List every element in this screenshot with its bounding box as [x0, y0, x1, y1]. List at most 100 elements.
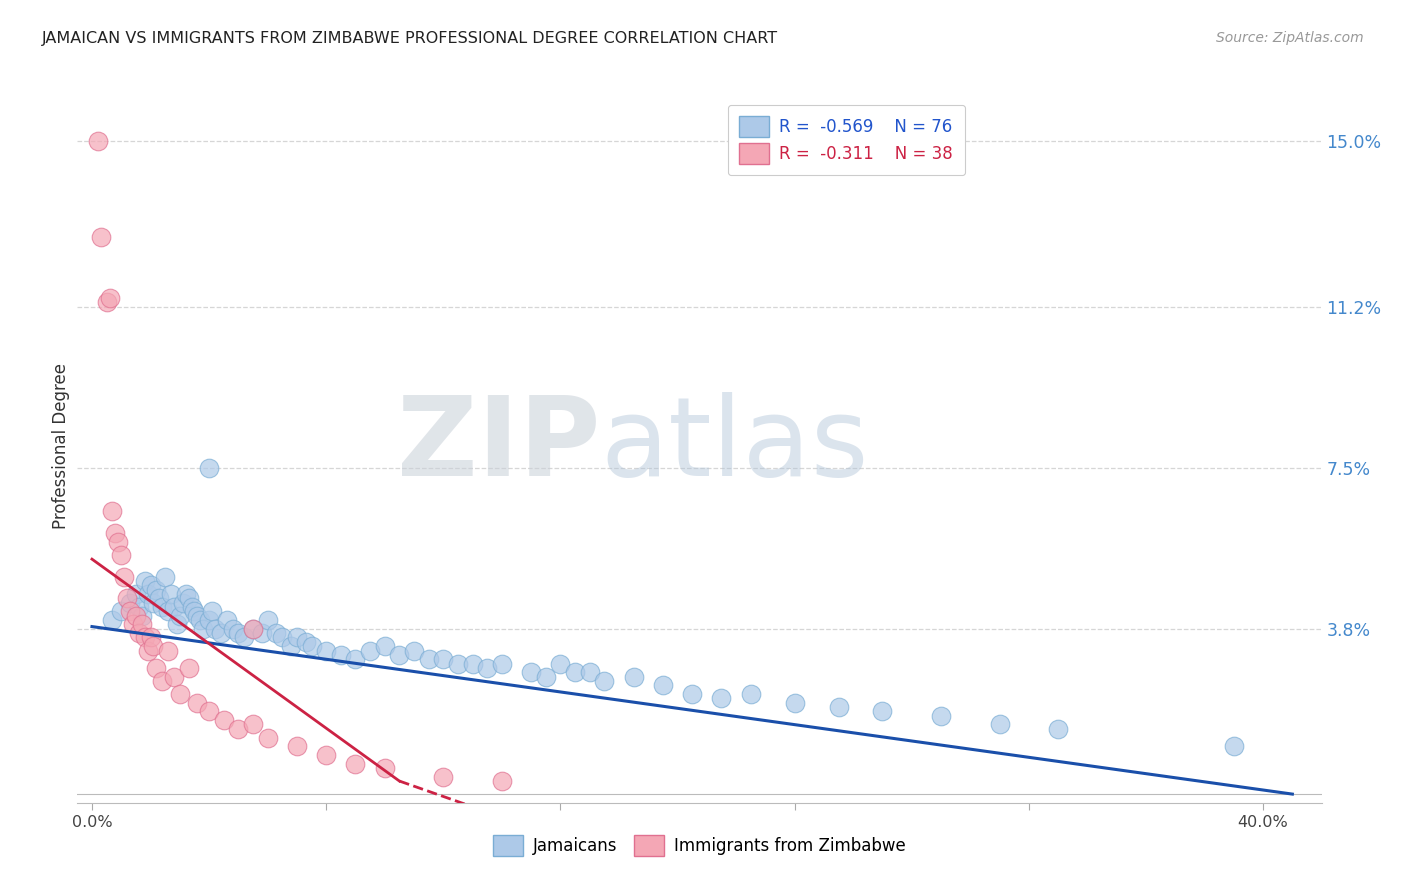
Point	[1047, 722, 1070, 736]
Point	[447, 657, 470, 671]
Point	[329, 648, 352, 662]
Point	[491, 657, 513, 671]
Point	[201, 604, 224, 618]
Point	[101, 613, 124, 627]
Point	[118, 604, 141, 618]
Point	[198, 460, 221, 475]
Point	[250, 626, 273, 640]
Point	[578, 665, 600, 680]
Point	[131, 608, 153, 623]
Point	[623, 670, 645, 684]
Point	[432, 652, 454, 666]
Point	[285, 739, 308, 754]
Point	[233, 631, 256, 645]
Point	[520, 665, 543, 680]
Point	[872, 705, 894, 719]
Point	[166, 617, 188, 632]
Point	[148, 591, 170, 606]
Point	[212, 713, 235, 727]
Point	[215, 613, 238, 627]
Text: atlas: atlas	[600, 392, 869, 500]
Point	[271, 631, 294, 645]
Point	[550, 657, 572, 671]
Y-axis label: Professional Degree: Professional Degree	[52, 363, 70, 529]
Point	[139, 631, 162, 645]
Point	[228, 626, 250, 640]
Point	[136, 587, 159, 601]
Point	[256, 731, 278, 745]
Point	[315, 643, 337, 657]
Legend: R =  -0.569    N = 76, R =  -0.311    N = 38: R = -0.569 N = 76, R = -0.311 N = 38	[728, 104, 965, 176]
Point	[110, 604, 132, 618]
Point	[315, 747, 337, 762]
Point	[491, 774, 513, 789]
Text: Source: ZipAtlas.com: Source: ZipAtlas.com	[1216, 31, 1364, 45]
Point	[564, 665, 586, 680]
Point	[193, 622, 215, 636]
Point	[344, 652, 367, 666]
Point	[183, 604, 205, 618]
Point	[145, 661, 167, 675]
Point	[534, 670, 557, 684]
Point	[87, 135, 110, 149]
Point	[169, 608, 191, 623]
Point	[136, 643, 159, 657]
Point	[209, 626, 232, 640]
Point	[285, 631, 308, 645]
Point	[402, 643, 425, 657]
Point	[157, 604, 180, 618]
Point	[242, 622, 264, 636]
Point	[139, 578, 162, 592]
Point	[1223, 739, 1246, 754]
Point	[98, 291, 121, 305]
Point	[432, 770, 454, 784]
Point	[150, 599, 173, 614]
Point	[242, 717, 264, 731]
Point	[115, 591, 138, 606]
Point	[174, 587, 197, 601]
Point	[104, 526, 127, 541]
Point	[163, 670, 186, 684]
Point	[180, 599, 202, 614]
Point	[593, 673, 616, 688]
Point	[344, 756, 367, 771]
Point	[90, 230, 112, 244]
Point	[681, 687, 703, 701]
Point	[294, 635, 316, 649]
Point	[160, 587, 183, 601]
Point	[172, 596, 194, 610]
Point	[163, 599, 186, 614]
Text: ZIP: ZIP	[396, 392, 600, 500]
Point	[145, 582, 167, 597]
Point	[374, 761, 396, 775]
Point	[169, 687, 191, 701]
Point	[477, 661, 499, 675]
Point	[301, 639, 323, 653]
Point	[651, 678, 673, 692]
Point	[198, 705, 221, 719]
Point	[266, 626, 288, 640]
Point	[929, 708, 952, 723]
Point	[134, 574, 156, 588]
Point	[418, 652, 440, 666]
Text: JAMAICAN VS IMMIGRANTS FROM ZIMBABWE PROFESSIONAL DEGREE CORRELATION CHART: JAMAICAN VS IMMIGRANTS FROM ZIMBABWE PRO…	[42, 31, 779, 46]
Point	[186, 696, 208, 710]
Point	[110, 548, 132, 562]
Point	[198, 613, 221, 627]
Point	[188, 613, 211, 627]
Point	[221, 622, 243, 636]
Point	[256, 613, 278, 627]
Point	[112, 569, 135, 583]
Point	[96, 295, 118, 310]
Point	[461, 657, 484, 671]
Point	[374, 639, 396, 653]
Point	[128, 599, 150, 614]
Point	[107, 534, 129, 549]
Point	[783, 696, 806, 710]
Point	[204, 622, 226, 636]
Point	[280, 639, 302, 653]
Point	[228, 722, 250, 736]
Point	[242, 622, 264, 636]
Point	[988, 717, 1011, 731]
Point	[157, 643, 180, 657]
